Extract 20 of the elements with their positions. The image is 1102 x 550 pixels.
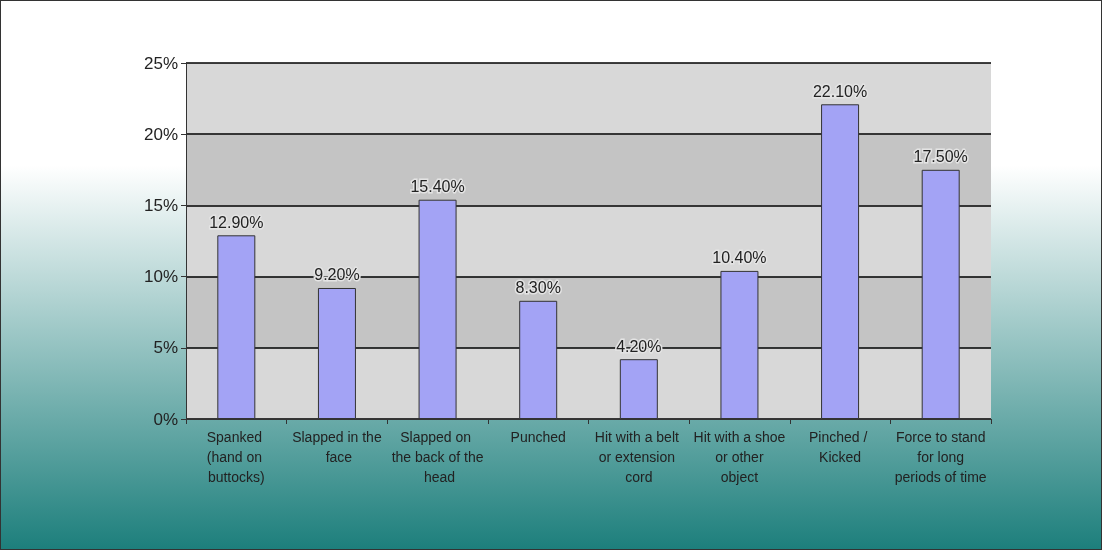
data-label: 8.30%: [515, 279, 561, 297]
x-tick-label: Slapped in the face: [292, 429, 382, 465]
x-tick-label: Punched: [510, 429, 566, 445]
y-tick-label: 20%: [143, 124, 178, 144]
x-tick-label: Slapped on the back of the head: [391, 429, 484, 485]
y-tick-label: 15%: [143, 195, 178, 215]
data-label: 22.10%: [812, 82, 868, 100]
x-tick-label: Hit with a belt or extension cord: [594, 429, 683, 485]
y-tick-label: 5%: [153, 338, 178, 358]
data-label: 15.40%: [410, 178, 465, 196]
y-tick-label: 10%: [143, 267, 178, 287]
data-label: 10.40%: [712, 249, 767, 267]
x-tick-label: Pinched / Kicked: [808, 429, 872, 465]
data-label: 17.50%: [913, 148, 968, 166]
data-label: 12.90%: [209, 213, 264, 231]
y-tick-label: 25%: [143, 53, 178, 73]
x-tick-label: Hit with a shoe or other object: [693, 429, 786, 485]
x-tick-label: Spanked (hand on buttocks): [206, 429, 266, 485]
y-tick-label: 0%: [153, 409, 178, 429]
x-tick-label: Force to stand for long periods of time: [894, 429, 987, 485]
